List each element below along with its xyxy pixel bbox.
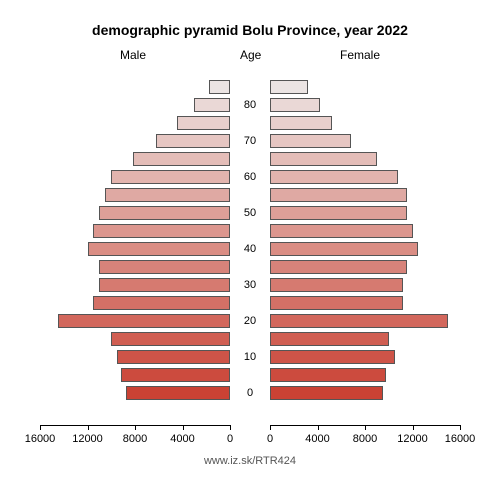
male-bar bbox=[111, 170, 230, 184]
male-bar bbox=[99, 206, 230, 220]
male-bar bbox=[105, 188, 230, 202]
x-tick-label: 4000 bbox=[305, 433, 329, 445]
female-bar bbox=[270, 224, 413, 238]
x-tick-label: 16000 bbox=[25, 433, 56, 445]
chart-container: demographic pyramid Bolu Province, year … bbox=[0, 0, 500, 500]
age-tick: 80 bbox=[230, 99, 270, 111]
chart-title: demographic pyramid Bolu Province, year … bbox=[0, 22, 500, 38]
male-label: Male bbox=[120, 48, 146, 62]
female-bar bbox=[270, 314, 448, 328]
male-bar bbox=[133, 152, 230, 166]
female-bar bbox=[270, 170, 398, 184]
male-bars bbox=[40, 70, 230, 425]
male-bar bbox=[156, 134, 230, 148]
female-bar bbox=[270, 116, 332, 130]
age-tick: 0 bbox=[230, 387, 270, 399]
female-bar bbox=[270, 206, 407, 220]
male-bar bbox=[117, 350, 230, 364]
female-bar bbox=[270, 98, 320, 112]
female-bar bbox=[270, 296, 403, 310]
x-tick-label: 8000 bbox=[353, 433, 377, 445]
female-bar bbox=[270, 188, 407, 202]
age-tick: 30 bbox=[230, 279, 270, 291]
x-tick-label: 0 bbox=[227, 433, 233, 445]
source-text: www.iz.sk/RTR424 bbox=[0, 455, 500, 467]
male-bar bbox=[93, 224, 230, 238]
female-bar bbox=[270, 368, 386, 382]
age-tick: 70 bbox=[230, 135, 270, 147]
female-bars bbox=[270, 70, 460, 425]
female-bar bbox=[270, 134, 351, 148]
female-bar bbox=[270, 152, 377, 166]
x-axis: 00400040008000800012000120001600016000 bbox=[40, 425, 460, 455]
x-tick-label: 8000 bbox=[123, 433, 147, 445]
x-tick-label: 16000 bbox=[445, 433, 476, 445]
male-bar bbox=[88, 242, 231, 256]
x-tick-label: 12000 bbox=[72, 433, 103, 445]
female-label: Female bbox=[340, 48, 380, 62]
age-tick: 10 bbox=[230, 351, 270, 363]
x-tick-label: 12000 bbox=[397, 433, 428, 445]
female-bar bbox=[270, 332, 389, 346]
male-bar bbox=[126, 386, 231, 400]
female-bar bbox=[270, 386, 383, 400]
female-bar bbox=[270, 260, 407, 274]
male-bar bbox=[99, 260, 230, 274]
male-bar bbox=[194, 98, 230, 112]
age-tick: 20 bbox=[230, 315, 270, 327]
x-tick-label: 4000 bbox=[170, 433, 194, 445]
age-tick: 50 bbox=[230, 207, 270, 219]
age-axis: 0 10 20 30 40 50 60 70 80 bbox=[230, 70, 270, 425]
plot-area: 0 10 20 30 40 50 60 70 80 bbox=[40, 70, 460, 425]
male-bar bbox=[99, 278, 230, 292]
male-bar bbox=[93, 296, 230, 310]
female-bar bbox=[270, 278, 403, 292]
age-label: Age bbox=[240, 48, 261, 62]
male-bar bbox=[58, 314, 230, 328]
male-bar bbox=[121, 368, 230, 382]
x-tick-label: 0 bbox=[267, 433, 273, 445]
female-bar bbox=[270, 80, 308, 94]
male-bar bbox=[177, 116, 230, 130]
age-tick: 60 bbox=[230, 171, 270, 183]
female-bar bbox=[270, 350, 395, 364]
female-bar bbox=[270, 242, 418, 256]
male-bar bbox=[111, 332, 230, 346]
male-bar bbox=[209, 80, 230, 94]
age-tick: 40 bbox=[230, 243, 270, 255]
